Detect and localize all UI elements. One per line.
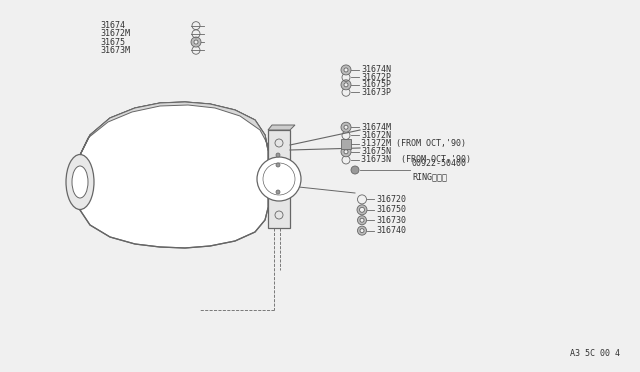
Text: RINGリング: RINGリング [412,173,447,182]
Circle shape [341,80,351,90]
Polygon shape [80,102,268,248]
Circle shape [358,226,367,235]
Circle shape [351,166,359,174]
Circle shape [344,68,348,72]
Circle shape [257,157,301,201]
Text: 316730: 316730 [376,216,406,225]
Circle shape [341,147,351,157]
Circle shape [194,40,198,44]
Text: A3 5C 00 4: A3 5C 00 4 [570,349,620,358]
Ellipse shape [72,166,88,198]
Text: 31672P: 31672P [361,73,391,82]
Polygon shape [80,102,268,155]
Text: 316740: 316740 [376,226,406,235]
Text: 31674: 31674 [100,21,125,30]
Bar [341,139,351,148]
Circle shape [276,153,280,157]
Circle shape [341,65,351,75]
Text: 31372M (FROM OCT,'90): 31372M (FROM OCT,'90) [361,139,466,148]
Text: 00922-50400: 00922-50400 [412,158,467,167]
Circle shape [191,37,201,47]
Polygon shape [268,130,290,228]
Circle shape [344,83,348,87]
Circle shape [344,150,348,154]
Circle shape [276,190,280,194]
Text: 31673N  (FROM OCT,'90): 31673N (FROM OCT,'90) [361,155,471,164]
Circle shape [360,207,365,212]
Circle shape [357,205,367,215]
Text: 31673P: 31673P [361,88,391,97]
Polygon shape [268,125,295,130]
Circle shape [276,163,280,167]
Text: 31675: 31675 [100,38,125,46]
Text: 31672N: 31672N [361,131,391,140]
Text: 316750: 316750 [376,205,406,214]
Circle shape [341,122,351,132]
Circle shape [360,229,364,232]
Circle shape [358,216,367,225]
Ellipse shape [66,154,94,209]
Circle shape [344,125,348,129]
Text: 31675N: 31675N [361,147,391,156]
Text: 316720: 316720 [376,195,406,204]
Text: 31674N: 31674N [361,65,391,74]
Text: 31674M: 31674M [361,123,391,132]
Text: 31675P: 31675P [361,80,391,89]
Text: 31672M: 31672M [100,29,130,38]
Text: 31673M: 31673M [100,46,130,55]
Circle shape [360,218,364,222]
